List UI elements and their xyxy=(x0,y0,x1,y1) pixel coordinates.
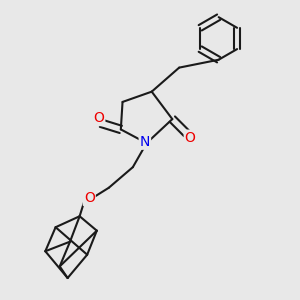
Text: O: O xyxy=(185,130,196,145)
Text: N: N xyxy=(140,135,150,149)
Text: O: O xyxy=(84,191,95,205)
Text: O: O xyxy=(93,111,104,125)
